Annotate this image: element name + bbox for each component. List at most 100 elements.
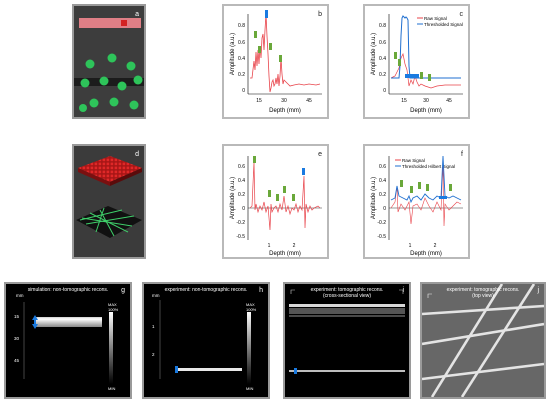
ytick: -0.2	[377, 220, 386, 226]
blue-marker	[405, 74, 419, 78]
phantom-spheres-illustration	[74, 6, 144, 117]
chart-f: 0.6 0.4 0.2 0 -0.2 -0.5 1 2 Depth (mm) A…	[371, 155, 463, 257]
sphere-group	[79, 53, 143, 112]
cube-array-fiber-illustration	[74, 146, 144, 257]
raw-signal-line	[390, 52, 461, 89]
fiber-lines	[79, 207, 135, 237]
x-axis-label: Depth (mm)	[410, 251, 442, 257]
image-g: mm 15 30 45 MAX 100% MIN	[14, 293, 119, 391]
green-marker	[449, 184, 452, 191]
ytick: 0.6	[238, 40, 245, 46]
depth-tick: 2	[152, 352, 155, 357]
xtick: 30	[423, 98, 429, 104]
panel-g: simulation: non-tomographic recons. mm 1…	[4, 282, 132, 399]
x-axis-label: Depth (mm)	[269, 108, 301, 114]
green-marker	[269, 43, 272, 50]
depth-tick: 15	[14, 314, 20, 319]
image-j	[422, 284, 544, 397]
legend-label: Raw Signal	[424, 16, 447, 21]
ytick: 0.4	[238, 178, 245, 184]
raw-signal-line	[390, 163, 462, 227]
green-marker	[254, 31, 257, 38]
blue-marker	[175, 366, 178, 373]
y-axis-label: Amplitude (a.u.)	[230, 33, 236, 75]
panel-b: 0.8 0.6 0.4 0.2 0 15 30 45 Depth (mm) Am…	[222, 4, 329, 119]
xtick: 45	[446, 98, 452, 104]
green-marker	[268, 190, 271, 197]
reflector-line	[289, 370, 405, 372]
y-axis-label: Amplitude (a.u.)	[371, 177, 377, 219]
ytick: -0.5	[377, 234, 386, 240]
transducer-bar	[79, 18, 141, 28]
panel-letter: i	[402, 287, 404, 294]
panel-letter: d	[135, 151, 139, 158]
blue-marker	[265, 10, 268, 18]
green-marker	[420, 72, 423, 79]
green-marker	[276, 194, 279, 201]
xtick: 1	[268, 243, 271, 249]
blue-marker	[439, 196, 447, 199]
colorbar-min: MIN	[108, 386, 115, 391]
panel-a: a	[72, 4, 146, 119]
ytick: 0.2	[379, 72, 386, 78]
transducer-element-icon	[121, 20, 127, 26]
ytick: 0	[242, 88, 245, 94]
green-marker	[258, 46, 261, 53]
ytick: 0.6	[379, 40, 386, 46]
legend-label: Thresholded Signal	[424, 22, 463, 27]
double-arrow-icon	[32, 315, 38, 329]
colorbar-max: MAX	[246, 302, 255, 307]
chart-e: 0.6 0.4 0.2 0 -0.2 -0.5 1 2 Depth (mm) A…	[230, 156, 322, 257]
xtick: 30	[281, 98, 287, 104]
green-marker	[400, 180, 403, 187]
panel-d: d	[72, 144, 146, 259]
raw-signal-line	[249, 161, 321, 231]
ytick: 0.2	[238, 192, 245, 198]
green-marker	[418, 182, 421, 189]
xtick: 1	[409, 243, 412, 249]
ytick: -0.2	[236, 220, 245, 226]
panel-letter: g	[121, 287, 125, 294]
reflector-band	[36, 317, 102, 327]
ytick: 0	[242, 206, 245, 212]
legend-label: Raw Signal	[402, 158, 425, 163]
panel-letter: e	[318, 151, 322, 158]
legend-label: Thresholded Hilbert Signal	[402, 164, 455, 169]
panel-title: simulation: non-tomographic recons.	[27, 287, 109, 293]
xtick: 15	[401, 98, 407, 104]
panel-letter: b	[318, 11, 322, 18]
ytick: 0.4	[379, 178, 386, 184]
colorbar	[247, 312, 251, 384]
chart-c: 0.8 0.6 0.4 0.2 0 15 30 45 Depth (mm) Am…	[371, 14, 463, 114]
panel-title: experiment: tomographic recons. (cross-se…	[310, 287, 384, 299]
ytick: 0	[383, 88, 386, 94]
xtick: 45	[306, 98, 312, 104]
unit-label: mm	[152, 293, 160, 298]
panel-title: experiment: non-tomographic recons.	[164, 287, 248, 293]
green-marker	[428, 74, 431, 81]
panel-f: 0.6 0.4 0.2 0 -0.2 -0.5 1 2 Depth (mm) A…	[363, 144, 470, 259]
ytick: 0.6	[379, 164, 386, 170]
panel-c: 0.8 0.6 0.4 0.2 0 15 30 45 Depth (mm) Am…	[363, 4, 470, 119]
ytick: 0.2	[379, 192, 386, 198]
ytick: 0.4	[238, 56, 245, 62]
xtick: 15	[256, 98, 262, 104]
panel-j: experiment: tomographic recons. (top view…	[420, 282, 546, 399]
reflector-layer	[74, 78, 144, 86]
panel-letter: c	[459, 11, 464, 18]
panel-title: experiment: tomographic recons. (top view…	[446, 287, 520, 299]
green-marker	[394, 52, 397, 59]
colorbar-max: MAX	[108, 302, 117, 307]
green-marker	[283, 186, 286, 193]
ytick: 0	[383, 206, 386, 212]
reflector-line	[176, 368, 242, 371]
surface-band	[289, 304, 405, 307]
ytick: -0.5	[236, 234, 245, 240]
colorbar-percent: 100%	[246, 307, 257, 312]
image-h: mm 1 2 MAX 100% MIN	[152, 293, 257, 391]
colorbar-percent: 100%	[108, 307, 119, 312]
ytick: 0.2	[238, 72, 245, 78]
blue-marker	[294, 368, 297, 374]
panel-i: experiment: tomographic recons. (cross-se…	[283, 282, 411, 399]
chart-b: 0.8 0.6 0.4 0.2 0 15 30 45 Depth (mm) Am…	[230, 10, 322, 114]
